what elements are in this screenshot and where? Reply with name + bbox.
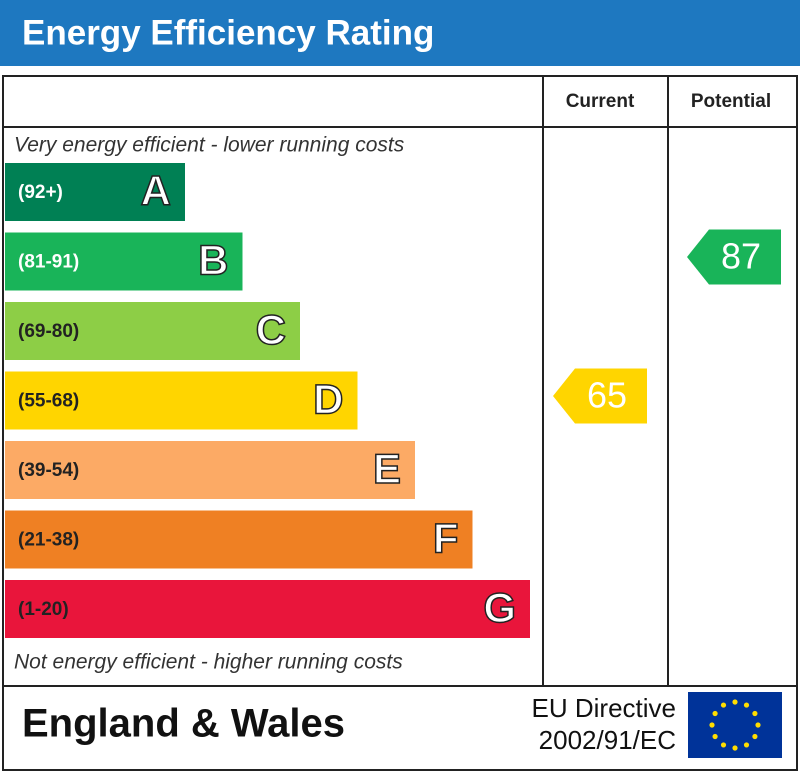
- frame: [2, 75, 798, 771]
- top-note: Very energy efficient - lower running co…: [14, 134, 405, 157]
- directive-line2: 2002/91/EC: [539, 725, 676, 755]
- flag-star: [732, 699, 738, 705]
- band-letter: C: [256, 306, 286, 353]
- eu-flag: [688, 692, 782, 758]
- band-bar: [5, 232, 243, 291]
- band-range: (92+): [18, 182, 63, 203]
- band-bar: [5, 302, 300, 360]
- band-bar: [5, 441, 415, 499]
- current-value: 65: [587, 375, 627, 416]
- band-letter: A: [141, 167, 171, 214]
- title-bar: [0, 0, 800, 66]
- band-letter: B: [198, 237, 228, 284]
- potential-value: 87: [721, 236, 761, 277]
- bottom-note: Not energy efficient - higher running co…: [14, 651, 403, 674]
- potential-header: Potential: [691, 91, 771, 112]
- band-bar: [5, 510, 473, 569]
- flag-star: [743, 702, 750, 708]
- current-arrow: [553, 368, 647, 424]
- band-bar: [5, 580, 530, 638]
- band-range: (81-91): [18, 252, 79, 273]
- band-bar: [5, 371, 358, 430]
- title: Energy Efficiency Rating: [22, 13, 434, 52]
- flag-star: [743, 742, 750, 748]
- flag-star: [712, 733, 718, 740]
- flag-star: [752, 733, 758, 740]
- directive-line1: EU Directive: [532, 693, 676, 723]
- flag-star: [732, 745, 738, 751]
- flag-star: [752, 710, 758, 717]
- flag-star: [712, 710, 718, 717]
- potential-arrow: [687, 229, 781, 285]
- current-header: Current: [566, 91, 635, 112]
- band-letter: F: [433, 515, 459, 562]
- band-range: (69-80): [18, 321, 79, 342]
- flag-star: [755, 722, 761, 728]
- band-letter: G: [483, 584, 516, 631]
- band-range: (21-38): [18, 530, 79, 551]
- band-bar: [5, 163, 185, 221]
- flag-star: [720, 742, 727, 748]
- band-letter: D: [313, 376, 343, 423]
- region: England & Wales: [22, 702, 345, 746]
- band-letter: E: [373, 445, 401, 492]
- flag-stars: [709, 699, 761, 751]
- flag-star: [709, 722, 715, 728]
- band-range: (1-20): [18, 599, 69, 620]
- band-range: (39-54): [18, 460, 79, 481]
- band-range: (55-68): [18, 391, 79, 412]
- flag-star: [720, 702, 727, 708]
